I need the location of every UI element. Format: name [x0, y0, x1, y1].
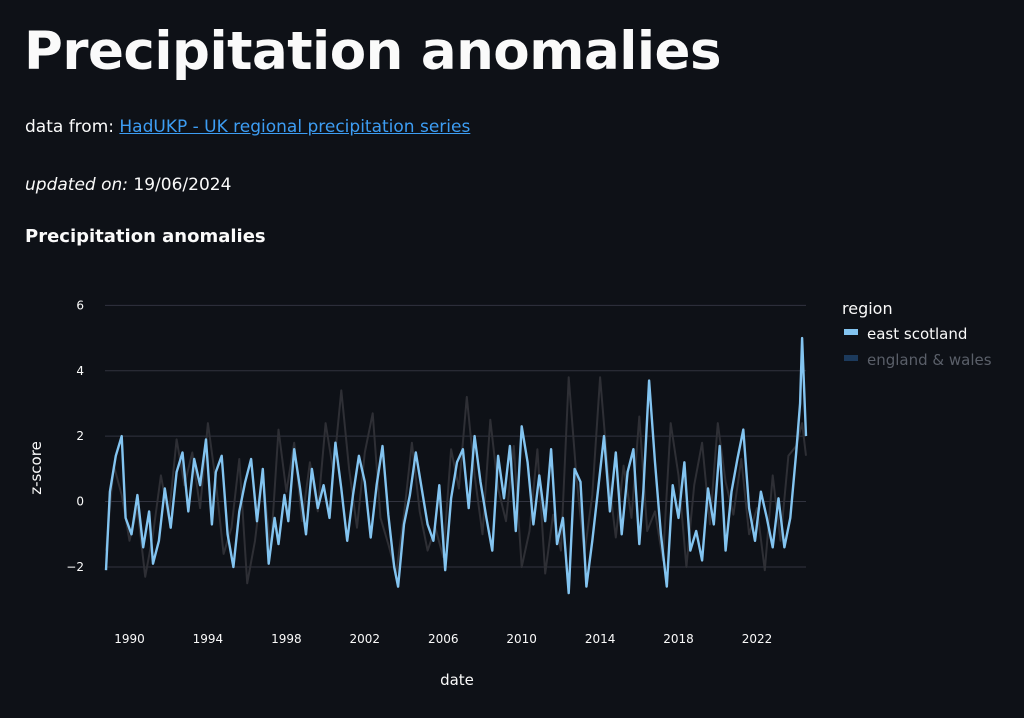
y-axis-ticks: −2 0 2 4 6: [66, 298, 84, 574]
legend-item-label[interactable]: england & wales: [867, 351, 992, 369]
series-layer: [104, 336, 808, 595]
source-prefix: data from:: [25, 117, 120, 137]
x-tick-label: 2022: [742, 632, 773, 646]
series-line-east-scotland: [104, 336, 808, 595]
x-axis-title: date: [440, 671, 474, 689]
x-axis-ticks: 1990 1994 1998 2002 2006 2010 2014 2018 2022: [114, 632, 772, 646]
series-line-england-wales: [105, 376, 807, 585]
y-axis-title: z-score: [27, 441, 45, 495]
y-tick-label: 2: [76, 429, 84, 443]
source-link[interactable]: HadUKP - UK regional precipitation serie…: [119, 117, 471, 137]
x-tick-label: 2010: [506, 632, 537, 646]
grid-lines: [105, 304, 806, 568]
legend-title: region: [842, 299, 893, 318]
x-tick-label: 1994: [193, 632, 224, 646]
legend-swatch: [844, 329, 858, 335]
x-tick-label: 2018: [663, 632, 694, 646]
legend: region east scotland england & wales: [842, 299, 992, 369]
x-tick-label: 2006: [428, 632, 459, 646]
legend-swatch: [844, 355, 858, 361]
y-tick-label: 6: [76, 298, 84, 312]
x-tick-label: 2014: [585, 632, 616, 646]
y-tick-label: 0: [76, 495, 84, 509]
data-source: data from: HadUKP - UK regional precipit…: [25, 117, 470, 137]
updated-info: updated on: 19/06/2024: [25, 175, 231, 195]
x-tick-label: 2002: [350, 632, 381, 646]
y-tick-label: 4: [76, 364, 84, 378]
x-tick-label: 1990: [114, 632, 145, 646]
updated-date: 19/06/2024: [128, 175, 232, 195]
legend-item-label[interactable]: east scotland: [867, 325, 967, 343]
updated-label: updated on:: [25, 175, 128, 195]
x-tick-label: 1998: [271, 632, 302, 646]
chart-title: Precipitation anomalies: [25, 226, 266, 247]
y-tick-label: −2: [66, 560, 84, 574]
page-title: Precipitation anomalies: [24, 21, 722, 82]
